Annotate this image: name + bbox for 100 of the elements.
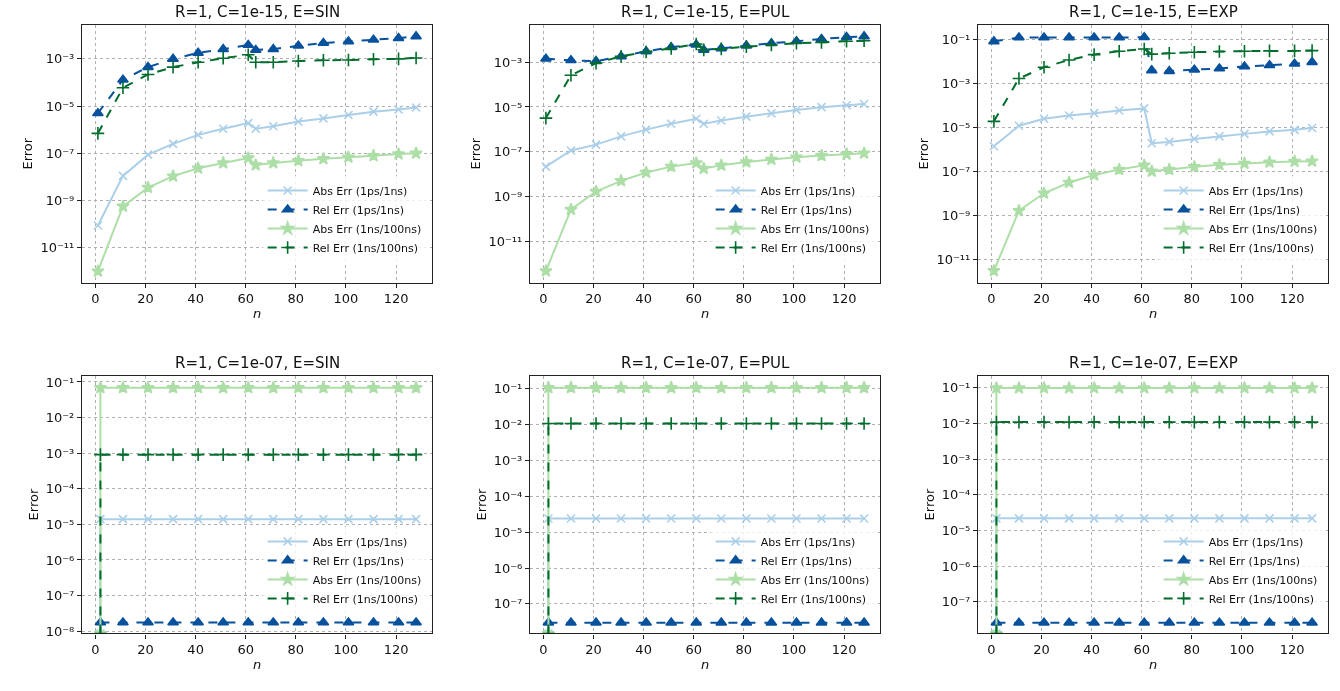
x-tick-label: 60 (1133, 642, 1150, 658)
y-tick-label: 10⁻¹ (493, 381, 523, 397)
y-tick-label: 10⁻⁶ (45, 552, 75, 568)
x-tick-label: 40 (187, 642, 204, 658)
x-tick-label: 0 (987, 291, 996, 307)
y-tick-label: 10⁻⁷ (493, 144, 523, 160)
y-tick-label: 10⁻⁶ (941, 558, 971, 574)
legend-label: Abs Err (1ns/100ns) (760, 573, 870, 587)
x-axis-title: n (700, 657, 710, 673)
x-tick-label: 80 (287, 642, 305, 658)
y-tick-label: 10⁻⁵ (493, 524, 523, 540)
x-tick-label: 80 (1183, 291, 1201, 307)
legend-label: Rel Err (1ps/1ns) (760, 203, 853, 217)
y-axis-title: Error (25, 488, 41, 521)
y-tick-label: 10⁻⁷ (941, 163, 971, 179)
legend-label: Rel Err (1ps/1ns) (1208, 554, 1301, 568)
y-tick-label: 10⁻⁷ (941, 594, 971, 610)
x-tick-label: 0 (91, 291, 100, 307)
legend-label: Abs Err (1ns/100ns) (760, 222, 870, 236)
y-tick-label: 10⁻⁷ (45, 588, 75, 604)
x-tick-label: 100 (333, 291, 359, 307)
chart-title: R=1, C=1e-07, E=SIN (175, 354, 341, 372)
y-tick-label: 10⁻⁹ (493, 189, 523, 205)
x-tick-label: 0 (91, 642, 100, 658)
x-tick-label: 40 (1083, 642, 1100, 658)
x-axis-title: n (1148, 657, 1158, 673)
y-axis-title: Error (473, 488, 489, 521)
y-tick-label: 10⁻³ (45, 445, 75, 461)
legend-label: Abs Err (1ns/100ns) (1208, 222, 1318, 236)
y-tick-label: 10⁻² (493, 417, 523, 433)
y-tick-label: 10⁻¹ (941, 32, 971, 48)
legend-label: Rel Err (1ns/100ns) (312, 241, 419, 255)
legend-label: Rel Err (1ns/100ns) (760, 241, 867, 255)
x-tick-label: 40 (635, 291, 652, 307)
x-tick-label: 20 (137, 291, 154, 307)
y-tick-label: 10⁻¹¹ (936, 251, 971, 267)
y-tick-label: 10⁻² (941, 416, 971, 432)
x-tick-label: 100 (1229, 291, 1255, 307)
y-tick-label: 10⁻⁷ (493, 596, 523, 612)
x-tick-label: 60 (685, 642, 702, 658)
chart-title: R=1, C=1e-15, E=SIN (175, 3, 341, 21)
x-tick-label: 80 (735, 642, 753, 658)
legend-label: Abs Err (1ps/1ns) (760, 184, 856, 198)
legend-label: Abs Err (1ps/1ns) (760, 535, 856, 549)
x-axis-title: n (252, 657, 262, 673)
y-tick-label: 10⁻³ (941, 451, 971, 467)
y-tick-label: 10⁻⁴ (941, 487, 971, 503)
x-axis-title: n (700, 306, 710, 322)
x-tick-label: 100 (1229, 642, 1255, 658)
legend-label: Rel Err (1ps/1ns) (760, 554, 853, 568)
x-tick-label: 100 (781, 642, 807, 658)
legend-label: Abs Err (1ns/100ns) (312, 222, 422, 236)
legend-label: Rel Err (1ps/1ns) (1208, 203, 1301, 217)
y-tick-label: 10⁻³ (45, 51, 75, 67)
y-axis-title: Error (468, 137, 484, 170)
x-tick-label: 100 (333, 642, 359, 658)
y-tick-label: 10⁻⁶ (493, 560, 523, 576)
legend-label: Abs Err (1ps/1ns) (1208, 535, 1304, 549)
y-tick-label: 10⁻⁵ (941, 523, 971, 539)
x-tick-label: 100 (781, 291, 807, 307)
x-axis-title: n (1148, 306, 1158, 322)
x-tick-label: 60 (685, 291, 702, 307)
x-tick-label: 80 (735, 291, 753, 307)
legend-label: Abs Err (1ps/1ns) (312, 535, 408, 549)
y-tick-label: 10⁻⁷ (45, 145, 75, 161)
y-tick-label: 10⁻⁴ (493, 488, 523, 504)
chart-title: R=1, C=1e-15, E=EXP (1069, 3, 1238, 21)
legend-label: Rel Err (1ps/1ns) (312, 203, 405, 217)
x-tick-label: 80 (287, 291, 305, 307)
legend-label: Abs Err (1ns/100ns) (1208, 573, 1318, 587)
y-tick-label: 10⁻⁵ (45, 516, 75, 532)
y-tick-label: 10⁻⁸ (45, 623, 75, 639)
legend-label: Rel Err (1ps/1ns) (312, 554, 405, 568)
x-tick-label: 60 (1133, 291, 1150, 307)
y-tick-label: 10⁻¹ (941, 380, 971, 396)
x-tick-label: 0 (539, 642, 548, 658)
y-axis-title: Error (916, 137, 932, 170)
x-tick-label: 20 (1033, 291, 1050, 307)
x-tick-label: 20 (585, 642, 602, 658)
x-tick-label: 40 (187, 291, 204, 307)
chart-title: R=1, C=1e-15, E=PUL (621, 3, 790, 21)
legend-label: Rel Err (1ns/100ns) (1208, 592, 1315, 606)
y-tick-label: 10⁻³ (941, 76, 971, 92)
legend-label: Rel Err (1ns/100ns) (760, 592, 867, 606)
y-tick-label: 10⁻⁴ (45, 481, 75, 497)
legend-label: Abs Err (1ps/1ns) (1208, 184, 1304, 198)
x-tick-label: 20 (1033, 642, 1050, 658)
legend-label: Rel Err (1ns/100ns) (1208, 241, 1315, 255)
x-tick-label: 120 (383, 642, 409, 658)
x-tick-label: 120 (383, 291, 409, 307)
y-tick-label: 10⁻⁵ (941, 120, 971, 136)
y-tick-label: 10⁻² (45, 410, 75, 426)
x-tick-label: 120 (1279, 291, 1305, 307)
x-tick-label: 40 (1083, 291, 1100, 307)
x-tick-label: 80 (1183, 642, 1201, 658)
x-tick-label: 40 (635, 642, 652, 658)
x-axis-title: n (252, 306, 262, 322)
y-tick-label: 10⁻⁵ (493, 99, 523, 115)
x-tick-label: 60 (237, 291, 254, 307)
x-tick-label: 120 (831, 642, 857, 658)
